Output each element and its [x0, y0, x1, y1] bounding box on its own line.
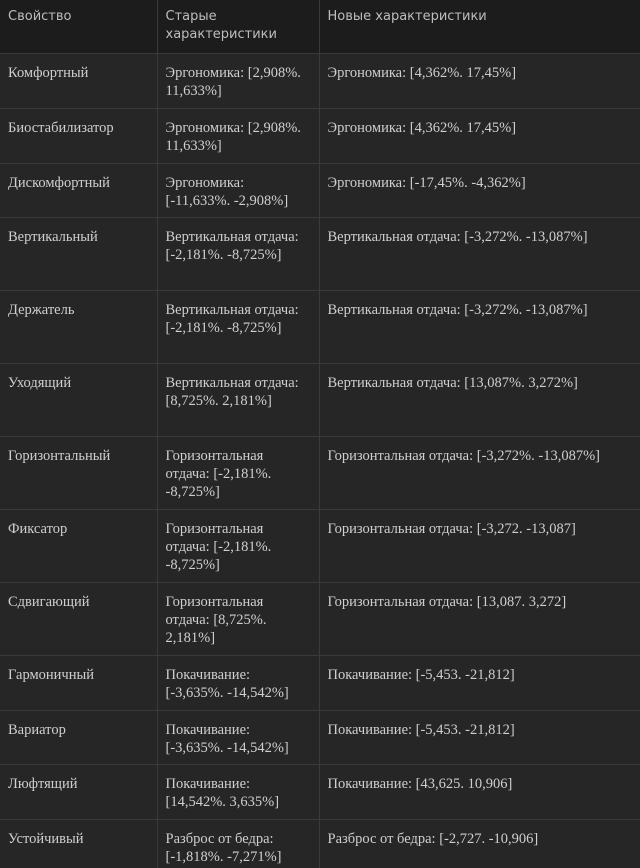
property-value: Эргономика: [-11,633%. -2,908%]	[157, 163, 320, 218]
property-name: Держатель	[0, 290, 158, 364]
property-value: Покачивание: [-5,453. -21,812]	[319, 655, 640, 711]
property-value: Покачивание: [14,542%. 3,635%]	[157, 764, 320, 820]
property-name: Сдвигающий	[0, 582, 158, 656]
property-value: Горизонтальная отдача: [-3,272. -13,087]	[319, 509, 640, 583]
property-name: Фиксатор	[0, 509, 158, 583]
header-cell: Старые характеристики	[157, 0, 320, 54]
table-row: Держатель Вертикальная отдача: [-2,181%. …	[0, 290, 640, 364]
property-name: Люфтящий	[0, 764, 158, 820]
header-cell: Свойство	[0, 0, 158, 54]
property-value: Эргономика: [-17,45%. -4,362%]	[319, 163, 640, 218]
property-value: Горизонтальная отдача: [-2,181%. -8,725%…	[157, 436, 320, 510]
table-row: Гармоничный Покачивание: [-3,635%. -14,54…	[0, 655, 640, 711]
property-name: Дискомфортный	[0, 163, 158, 218]
property-value: Покачивание: [43,625. 10,906]	[319, 764, 640, 820]
table-row: Биостабилизатор Эргономика: [2,908%. 11,6…	[0, 108, 640, 164]
property-name: Гармоничный	[0, 655, 158, 711]
property-value: Горизонтальная отдача: [-2,181%. -8,725%…	[157, 509, 320, 583]
property-value: Вертикальная отдача: [-3,272%. -13,087%]	[319, 290, 640, 364]
property-value: Эргономика: [4,362%. 17,45%]	[319, 53, 640, 109]
table-row: Вариатор Покачивание: [-3,635%. -14,542%]…	[0, 710, 640, 765]
property-value: Покачивание: [-5,453. -21,812]	[319, 710, 640, 765]
table-row: Сдвигающий Горизонтальная отдача: [8,725%…	[0, 582, 640, 656]
property-value: Покачивание: [-3,635%. -14,542%]	[157, 710, 320, 765]
property-value: Вертикальная отдача: [-3,272%. -13,087%]	[319, 217, 640, 291]
property-value: Горизонтальная отдача: [-3,272%. -13,087…	[319, 436, 640, 510]
property-name: Устойчивый	[0, 819, 158, 868]
header-row: Свойство Старые характеристики Новые харак…	[0, 0, 640, 54]
property-value: Эргономика: [2,908%. 11,633%]	[157, 108, 320, 164]
property-value: Горизонтальная отдача: [13,087. 3,272]	[319, 582, 640, 656]
table-row: Горизонтальный Горизонтальная отдача: [-2…	[0, 436, 640, 510]
header-cell: Новые характеристики	[319, 0, 640, 54]
table-row: Уходящий Вертикальная отдача: [8,725%. 2,…	[0, 363, 640, 437]
property-value: Эргономика: [4,362%. 17,45%]	[319, 108, 640, 164]
table-row: Фиксатор Горизонтальная отдача: [-2,181%.…	[0, 509, 640, 583]
property-value: Вертикальная отдача: [13,087%. 3,272%]	[319, 363, 640, 437]
table-row: Дискомфортный Эргономика: [-11,633%. -2,9…	[0, 163, 640, 218]
table-row: Комфортный Эргономика: [2,908%. 11,633%] Э…	[0, 53, 640, 109]
property-value: Вертикальная отдача: [-2,181%. -8,725%]	[157, 217, 320, 291]
table-row: Вертикальный Вертикальная отдача: [-2,181…	[0, 217, 640, 291]
property-name: Биостабилизатор	[0, 108, 158, 164]
property-value: Эргономика: [2,908%. 11,633%]	[157, 53, 320, 109]
table-row: Устойчивый Разброс от бедра: [-1,818%. -7…	[0, 819, 640, 868]
property-name: Комфортный	[0, 53, 158, 109]
property-value: Вертикальная отдача: [-2,181%. -8,725%]	[157, 290, 320, 364]
property-name: Уходящий	[0, 363, 158, 437]
property-name: Вариатор	[0, 710, 158, 765]
property-value: Покачивание: [-3,635%. -14,542%]	[157, 655, 320, 711]
property-name: Горизонтальный	[0, 436, 158, 510]
property-value: Разброс от бедра: [-1,818%. -7,271%]	[157, 819, 320, 868]
property-name: Вертикальный	[0, 217, 158, 291]
property-value: Разброс от бедра: [-2,727. -10,906]	[319, 819, 640, 868]
property-value: Горизонтальная отдача: [8,725%. 2,181%]	[157, 582, 320, 656]
property-value: Вертикальная отдача: [8,725%. 2,181%]	[157, 363, 320, 437]
table-row: Люфтящий Покачивание: [14,542%. 3,635%] По…	[0, 764, 640, 820]
